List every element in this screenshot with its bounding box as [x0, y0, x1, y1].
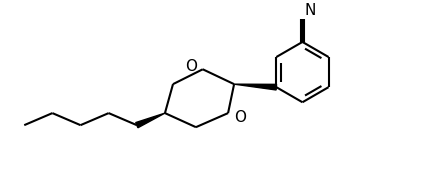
Text: N: N	[304, 3, 315, 18]
Text: O: O	[185, 59, 197, 74]
Polygon shape	[234, 84, 276, 90]
Polygon shape	[136, 113, 165, 128]
Text: O: O	[234, 110, 246, 125]
